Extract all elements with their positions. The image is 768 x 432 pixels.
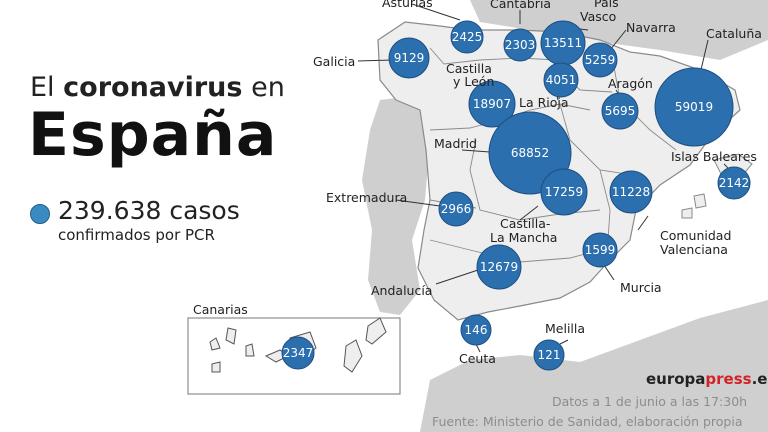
region-label-castilla-leon-1: Castilla xyxy=(446,61,492,76)
bubble-value: 12679 xyxy=(480,260,518,274)
region-label-la-rioja: La Rioja xyxy=(519,95,569,110)
bubble-ceuta[interactable]: 146 xyxy=(460,314,492,346)
region-label-castilla-mancha-2: La Mancha xyxy=(490,230,558,245)
cases-bullet-icon xyxy=(30,204,50,224)
region-label-asturias: Asturias xyxy=(382,0,433,10)
bubble-value: 5259 xyxy=(585,53,616,67)
bubble-value: 2425 xyxy=(452,30,483,44)
total-cases-subtitle: confirmados por PCR xyxy=(58,226,215,244)
region-label-pais-vasco-1: País xyxy=(594,0,619,10)
bubble-value: 68852 xyxy=(511,146,549,160)
bubble-value: 11228 xyxy=(612,185,650,199)
bubble-navarra[interactable]: 5259 xyxy=(582,42,618,78)
brand-part2: press xyxy=(705,370,752,388)
bubble-value: 17259 xyxy=(545,185,583,199)
europapress-logo: europapress.es xyxy=(646,370,768,388)
title-suffix: en xyxy=(251,72,285,103)
bubble-value: 2303 xyxy=(505,38,536,52)
region-label-castilla-leon-2: y León xyxy=(453,74,495,89)
bubble-value: 18907 xyxy=(473,97,511,111)
bubble-galicia[interactable]: 9129 xyxy=(388,37,430,79)
region-label-ceuta: Ceuta xyxy=(459,351,496,366)
bubble-value: 1599 xyxy=(585,243,616,257)
bubble-value: 146 xyxy=(465,323,488,337)
region-label-madrid: Madrid xyxy=(434,136,477,151)
region-label-canarias: Canarias xyxy=(193,302,248,317)
bubble-value: 13511 xyxy=(544,36,582,50)
region-label-aragon: Aragón xyxy=(608,76,653,91)
region-label-andalucia: Andalucía xyxy=(371,283,433,298)
bubble-value: 121 xyxy=(538,348,561,362)
bubble-la-rioja[interactable]: 4051 xyxy=(543,62,579,98)
brand-part3: .es xyxy=(751,370,768,388)
region-label-islas-baleares: Islas Baleares xyxy=(671,149,757,164)
region-label-castilla-mancha-1: Castilla- xyxy=(500,216,551,231)
bubble-value: 2347 xyxy=(283,346,314,360)
bubble-value: 5695 xyxy=(605,104,636,118)
brand-part1: europa xyxy=(646,370,706,388)
bubble-murcia[interactable]: 1599 xyxy=(582,232,618,268)
page-title: España xyxy=(28,100,278,170)
title-line1: El coronavirus en xyxy=(30,72,285,103)
bubble-cantabria[interactable]: 2303 xyxy=(503,28,537,62)
title-prefix: El xyxy=(30,72,55,103)
bubble-pais-vasco[interactable]: 13511 xyxy=(540,20,586,66)
portugal-shape xyxy=(362,95,430,315)
bubble-value: 9129 xyxy=(394,51,425,65)
region-label-cataluna: Cataluña xyxy=(706,26,762,41)
region-label-comunidad-valenciana-1: Comunidad xyxy=(660,228,732,243)
region-label-cantabria: Cantabria xyxy=(490,0,552,11)
bubble-cataluna[interactable]: 59019 xyxy=(654,67,734,147)
bubble-value: 2966 xyxy=(441,202,472,216)
bubble-value: 4051 xyxy=(546,73,577,87)
bubble-andalucia[interactable]: 12679 xyxy=(476,244,522,290)
bubble-islas-baleares[interactable]: 2142 xyxy=(717,166,751,200)
bubble-comunidad-valenciana[interactable]: 11228 xyxy=(609,170,653,214)
bubble-value: 59019 xyxy=(675,100,713,114)
africa-shape xyxy=(420,300,768,432)
title-keyword: coronavirus xyxy=(63,72,243,103)
region-label-pais-vasco-2: Vasco xyxy=(580,9,617,24)
region-label-murcia: Murcia xyxy=(620,280,662,295)
bubble-melilla[interactable]: 121 xyxy=(533,339,565,371)
bubble-canarias[interactable]: 2347 xyxy=(281,336,315,370)
total-cases-value: 239.638 casos xyxy=(58,196,240,225)
region-label-navarra: Navarra xyxy=(626,20,676,35)
bubble-castilla-mancha[interactable]: 17259 xyxy=(540,168,588,216)
bubble-value: 2142 xyxy=(719,176,750,190)
bubble-extremadura[interactable]: 2966 xyxy=(438,191,474,227)
bubble-asturias[interactable]: 2425 xyxy=(450,20,484,54)
data-date-note: Datos a 1 de junio a las 17:30h xyxy=(552,394,748,409)
region-label-extremadura: Extremadura xyxy=(326,190,408,205)
region-label-melilla: Melilla xyxy=(545,321,586,336)
bubble-aragon[interactable]: 5695 xyxy=(601,92,639,130)
bubble-castilla-leon[interactable]: 18907 xyxy=(468,80,516,128)
region-label-galicia: Galicia xyxy=(313,54,356,69)
region-label-comunidad-valenciana-2: Valenciana xyxy=(660,242,728,257)
source-note: Fuente: Ministerio de Sanidad, elaboraci… xyxy=(432,414,743,429)
france-shape xyxy=(470,0,768,60)
